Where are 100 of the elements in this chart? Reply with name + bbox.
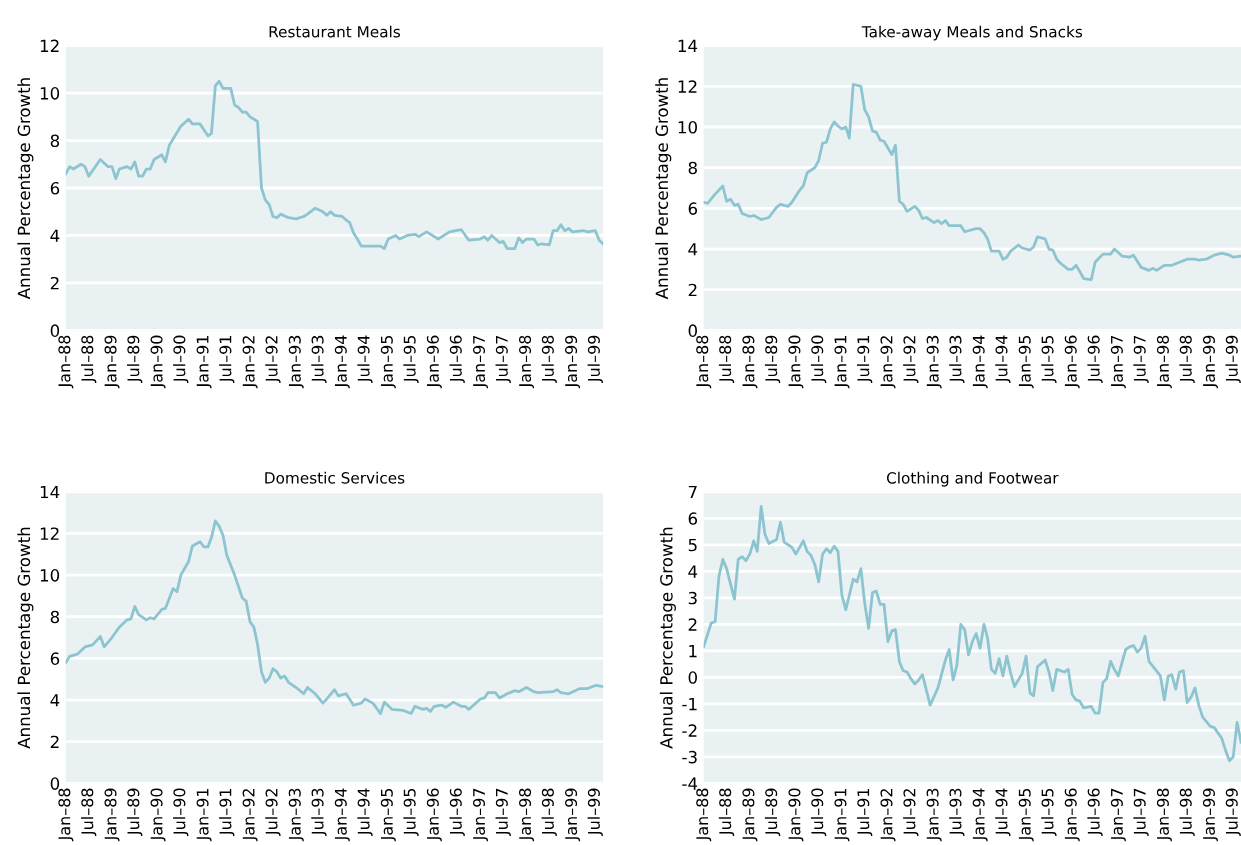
- x-tick-label: Jul–88: [718, 788, 735, 836]
- x-tick-label: Jul–90: [810, 335, 827, 383]
- x-tick-label: Jan–88: [696, 788, 712, 842]
- y-tick-label: -2: [682, 724, 697, 737]
- x-tick-label: Jan–97: [1110, 335, 1126, 389]
- y-axis-title: Annual Percentage Growth: [659, 527, 676, 749]
- x-tick-label: Jan–97: [472, 788, 489, 842]
- line-series: [65, 519, 604, 715]
- y-tick-label: 0: [50, 324, 60, 337]
- x-tick-label: Jan–98: [519, 788, 535, 842]
- x-tick-label: Jul–93: [311, 335, 327, 383]
- x-tick-label: Jan–91: [196, 336, 212, 389]
- y-tick-label: 2: [688, 283, 697, 297]
- y-tick-label: 12: [678, 80, 697, 93]
- x-tick-label: Jan–90: [150, 788, 166, 842]
- x-tick-label: Jul–94: [995, 335, 1011, 383]
- x-tick-label: Jan–95: [380, 335, 396, 389]
- x-tick-label: Jan–95: [1018, 788, 1034, 842]
- y-tick-label: -3: [682, 750, 697, 764]
- x-tick-label: Jan–98: [519, 335, 535, 389]
- x-tick-label: Jan–90: [788, 335, 804, 389]
- y-tick-label: 6: [688, 512, 698, 525]
- y-tick-label: 3: [688, 591, 697, 605]
- x-tick-label: Jan–92: [242, 789, 258, 842]
- x-tick-label: Jan–96: [1064, 335, 1080, 389]
- y-tick-label: 10: [678, 120, 697, 134]
- x-tick-label: Jan–90: [788, 788, 804, 842]
- x-tick-label: Jan–88: [58, 788, 74, 842]
- x-tick-label: Jul–96: [449, 788, 465, 836]
- y-tick-label: 8: [50, 610, 60, 624]
- x-tick-label: Jan–97: [472, 335, 489, 389]
- line-series: [703, 504, 1241, 763]
- x-tick-label: Jan–92: [880, 789, 896, 842]
- x-tick-label: Jul–92: [265, 789, 281, 836]
- y-tick-label: 10: [40, 569, 60, 582]
- x-tick-label: Jan–91: [834, 788, 850, 842]
- x-tick-label: Jul–92: [265, 336, 281, 383]
- y-tick-label: 6: [688, 202, 698, 215]
- x-tick-label: Jul–89: [764, 788, 781, 836]
- y-tick-label: 2: [50, 276, 59, 290]
- x-tick-label: Jul–89: [127, 335, 143, 383]
- x-tick-label: Jan–94: [334, 788, 350, 842]
- y-tick-label: 0: [688, 671, 697, 684]
- x-tick-label: Jul–95: [1041, 335, 1057, 383]
- x-tick-label: Jul–95: [1041, 788, 1057, 836]
- x-tick-label: Jul–89: [764, 335, 781, 383]
- x-tick-label: Jul–97: [495, 335, 511, 383]
- y-tick-label: 2: [688, 618, 697, 631]
- x-tick-label: Jul–97: [1133, 788, 1149, 836]
- x-tick-label: Jul–99: [587, 335, 603, 383]
- x-tick-label: Jul–92: [903, 789, 919, 836]
- x-tick-label: Jan–99: [565, 788, 581, 842]
- x-tick-label: Jul–90: [173, 335, 189, 383]
- x-tick-label: Jul–91: [219, 336, 235, 383]
- x-tick-label: Jan–93: [926, 335, 942, 389]
- x-tick-label: Jan–93: [288, 788, 304, 842]
- x-tick-label: Jul–97: [495, 788, 511, 836]
- x-tick-label: Jul–89: [127, 788, 143, 836]
- x-tick-label: Jan–95: [1018, 335, 1034, 389]
- y-tick-label: 4: [50, 694, 60, 707]
- x-tick-label: Jul–96: [1087, 335, 1103, 383]
- x-tick-label: Jul–94: [357, 788, 373, 836]
- x-tick-label: Jan–92: [242, 336, 258, 389]
- x-tick-label: Jul–99: [1225, 335, 1241, 383]
- x-tick-label: Jan–93: [288, 335, 304, 389]
- y-tick-label: 14: [678, 39, 698, 52]
- x-tick-label: Jan–88: [696, 335, 712, 389]
- x-tick-label: Jan–91: [196, 788, 212, 842]
- x-tick-label: Jul–93: [949, 335, 965, 383]
- x-tick-label: Jan–99: [1202, 335, 1218, 389]
- x-tick-label: Jan–96: [1064, 788, 1080, 842]
- y-tick-label: 4: [688, 565, 698, 578]
- y-axis-title: Annual Percentage Growth: [655, 78, 672, 300]
- y-axis-title: Annual Percentage Growth: [17, 527, 34, 749]
- x-tick-label: Jan–98: [1156, 788, 1172, 842]
- y-tick-label: 6: [50, 181, 60, 195]
- x-tick-label: Jul–88: [81, 788, 97, 836]
- x-tick-label: Jan–94: [972, 335, 988, 389]
- x-tick-label: Jan–88: [58, 335, 74, 389]
- chart-title: Restaurant Meals: [269, 25, 401, 38]
- y-tick-label: 5: [688, 538, 697, 552]
- x-tick-label: Jan–97: [1110, 788, 1126, 842]
- x-tick-label: Jul–96: [449, 335, 465, 383]
- y-tick-label: -4: [682, 777, 698, 790]
- x-tick-label: Jan–89: [742, 335, 758, 389]
- x-tick-label: Jul–90: [173, 788, 189, 836]
- y-tick-label: 12: [40, 527, 59, 540]
- x-tick-label: Jan–94: [972, 788, 988, 842]
- x-tick-label: Jan–93: [926, 788, 942, 842]
- x-tick-label: Jul–94: [357, 335, 373, 383]
- x-tick-label: Jul–98: [1179, 788, 1195, 836]
- y-tick-label: -1: [682, 697, 697, 711]
- x-tick-label: Jul–98: [541, 335, 557, 383]
- x-tick-label: Jan–89: [742, 788, 758, 842]
- y-tick-label: 2: [50, 735, 59, 748]
- x-tick-label: Jan–91: [834, 336, 850, 389]
- x-tick-label: Jul–92: [903, 336, 919, 383]
- line-series: [65, 79, 604, 250]
- x-tick-label: Jul–91: [219, 788, 235, 836]
- x-tick-label: Jul–90: [810, 788, 827, 836]
